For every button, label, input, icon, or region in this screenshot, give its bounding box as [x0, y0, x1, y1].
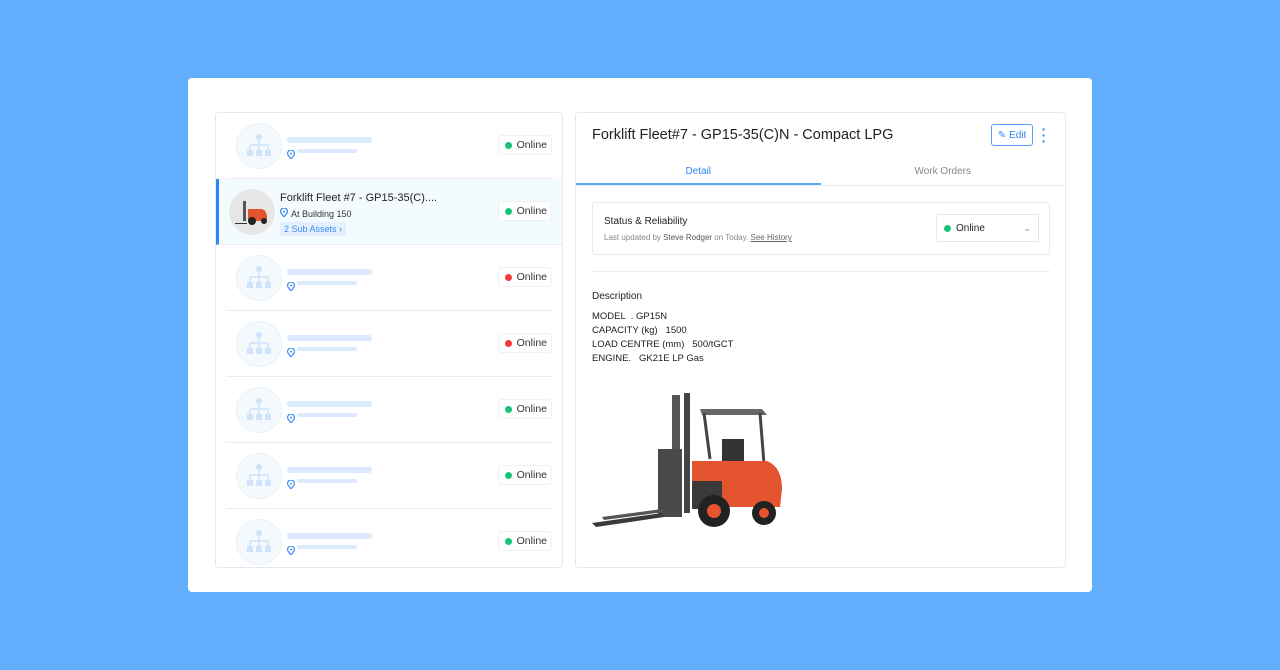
location-pin-icon: [287, 146, 295, 164]
status-badge: Online: [497, 333, 552, 353]
divider: [592, 271, 1050, 272]
location-pin-icon: [287, 278, 295, 296]
asset-list-item[interactable]: Online: [226, 443, 552, 509]
location-pin-icon: [287, 542, 295, 560]
asset-list-item[interactable]: Forklift Fleet #7 - GP15-35(C).... At Bu…: [216, 179, 562, 245]
skeleton-name: [287, 269, 372, 275]
asset-title: Forklift Fleet#7 - GP15-35(C)N - Compact…: [592, 127, 894, 143]
status-dot: [504, 339, 512, 347]
asset-list-item[interactable]: Online: [226, 311, 552, 377]
status-select[interactable]: Online ⌄: [936, 214, 1039, 242]
hierarchy-icon: [247, 266, 271, 288]
location-pin-icon: [287, 410, 295, 428]
asset-list-item[interactable]: Online: [226, 509, 552, 567]
edit-button[interactable]: ✎ Edit: [991, 124, 1033, 146]
status-title: Status & Reliability: [604, 216, 688, 227]
asset-detail: Forklift Fleet#7 - GP15-35(C)N - Compact…: [575, 112, 1066, 568]
skeleton-location: [297, 281, 357, 285]
skeleton-location: [297, 347, 357, 351]
status-badge: Online: [497, 201, 552, 221]
tab-detail[interactable]: Detail: [576, 163, 821, 185]
asset-thumbnail: [229, 189, 275, 235]
skeleton-location: [297, 545, 357, 549]
status-reliability-card: Status & Reliability Last updated by Ste…: [592, 202, 1050, 255]
asset-list[interactable]: Online Forklift Fleet #7 - GP15-35(C)...…: [215, 112, 563, 568]
asset-placeholder-avatar: [236, 255, 282, 301]
status-dot: [504, 141, 512, 149]
status-dot: [504, 471, 512, 479]
asset-placeholder-avatar: [236, 321, 282, 367]
hierarchy-icon: [247, 464, 271, 486]
see-history-link[interactable]: See History: [750, 233, 792, 242]
hierarchy-icon: [247, 398, 271, 420]
asset-list-item[interactable]: Online: [226, 377, 552, 443]
location-pin-icon: [280, 207, 288, 219]
location-pin-icon: [287, 344, 295, 362]
tab-work-orders[interactable]: Work Orders: [914, 166, 972, 177]
asset-location: At Building 150: [280, 207, 352, 219]
status-badge: Online: [497, 531, 552, 551]
status-dot: [504, 405, 512, 413]
skeleton-location: [297, 149, 357, 153]
asset-placeholder-avatar: [236, 519, 282, 565]
skeleton-name: [287, 401, 372, 407]
chevron-right-icon: ›: [339, 224, 343, 234]
more-options-icon[interactable]: · · ·: [1041, 121, 1047, 149]
asset-card: Online Forklift Fleet #7 - GP15-35(C)...…: [188, 78, 1092, 592]
asset-placeholder-avatar: [236, 387, 282, 433]
skeleton-name: [287, 533, 372, 539]
skeleton-name: [287, 467, 372, 473]
pencil-icon: ✎: [997, 129, 1007, 141]
skeleton-name: [287, 137, 372, 143]
updated-by: Steve Rodger: [663, 233, 713, 242]
status-badge: Online: [497, 399, 552, 419]
chevron-down-icon: ⌄: [1023, 222, 1031, 233]
status-badge: Online: [497, 267, 552, 287]
asset-list-item[interactable]: Online: [226, 245, 552, 311]
hierarchy-icon: [247, 530, 271, 552]
status-badge: Online: [497, 465, 552, 485]
forklift-image: [592, 393, 782, 527]
skeleton-location: [297, 413, 357, 417]
description-text: MODEL . GP15N CAPACITY (kg) 1500 LOAD CENT…: [592, 311, 734, 364]
location-pin-icon: [287, 476, 295, 494]
asset-list-item[interactable]: Online: [226, 113, 552, 179]
asset-placeholder-avatar: [236, 453, 282, 499]
sub-assets-link[interactable]: 2 Sub Assets ›: [280, 222, 347, 236]
hierarchy-icon: [247, 134, 271, 156]
hierarchy-icon: [247, 332, 271, 354]
status-dot: [504, 273, 512, 281]
asset-placeholder-avatar: [236, 123, 282, 169]
status-updated: Last updated by Steve Rodger on Today. S…: [604, 233, 792, 242]
skeleton-location: [297, 479, 357, 483]
asset-name: Forklift Fleet #7 - GP15-35(C)....: [280, 192, 438, 204]
skeleton-name: [287, 335, 372, 341]
detail-tabs: Detail Work Orders: [576, 163, 1065, 186]
status-badge: Online: [497, 135, 552, 155]
description-title: Description: [592, 291, 643, 302]
status-dot: [944, 224, 951, 232]
status-dot: [504, 207, 512, 215]
status-dot: [504, 537, 512, 545]
